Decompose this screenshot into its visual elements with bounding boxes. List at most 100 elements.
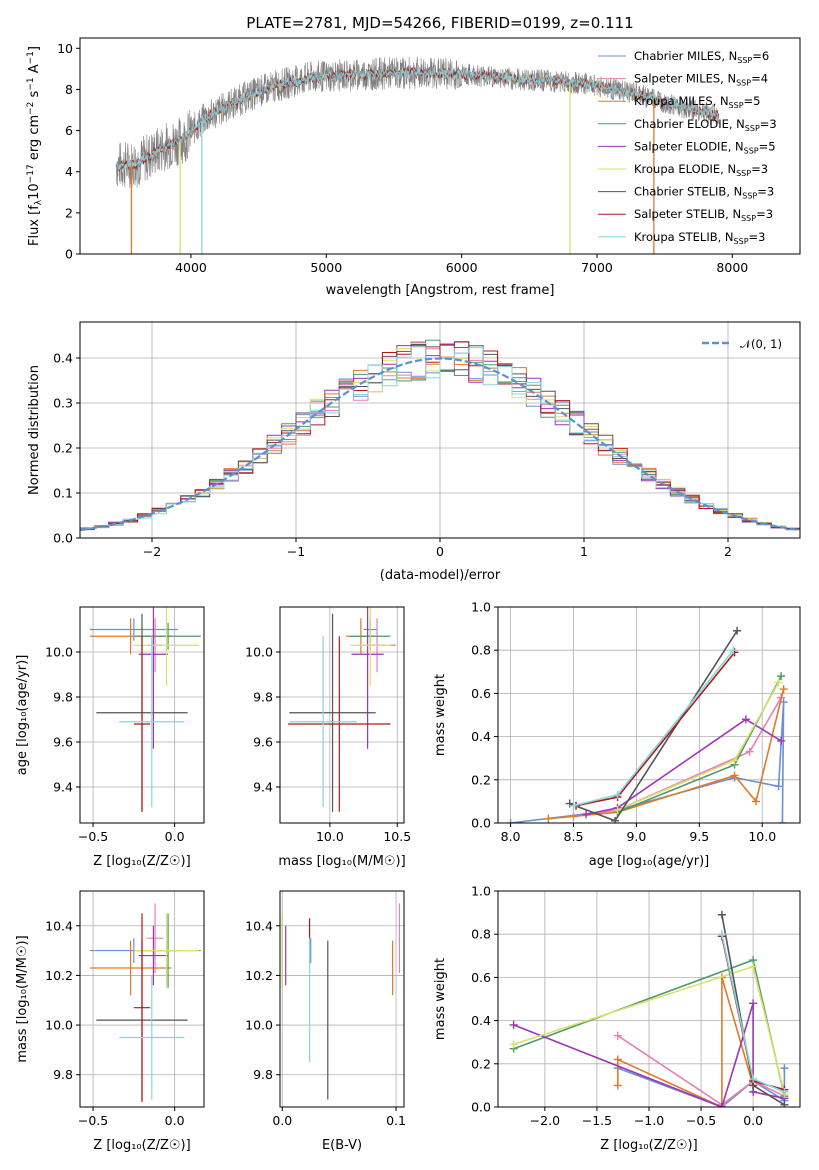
spectrum-ytick-label: 4 bbox=[65, 164, 73, 179]
mw-age-marker-kroupa_miles bbox=[730, 771, 739, 780]
mass-z-ytick-label: 10.2 bbox=[45, 968, 73, 983]
mw-z-ytick-label: 1.0 bbox=[471, 884, 491, 899]
mass-weight-vs-age-panel: 8.0 8.5 9.0 9.5 10.0 0.0 0.2 0.4 0.6 0.8 1.0 age [l… bbox=[433, 600, 801, 869]
spectrum-xlabel: wavelength [Angstrom, rest frame] bbox=[326, 283, 555, 298]
residual-xlabel: (data-model)/error bbox=[380, 568, 501, 583]
mass-z-xtick-label: 0.0 bbox=[165, 1113, 185, 1128]
spectrum-ytick-label: 8 bbox=[65, 82, 73, 97]
age-mass-ytick-label: 9.6 bbox=[253, 735, 273, 750]
spectrum-xtick-label: 5000 bbox=[310, 260, 342, 275]
mw-age-series-chabrier_stelib bbox=[569, 630, 738, 822]
mw-age-marker-chabrier_stelib bbox=[611, 816, 620, 823]
spectrum-xtick-label: 4000 bbox=[175, 260, 207, 275]
mw-z-marker-salpeter_elodie bbox=[749, 999, 758, 1008]
spectrum-legend: Chabrier MILES, NSSP=6 Salpeter MILES, NS… bbox=[598, 49, 777, 246]
mass-ebv-ytick-label: 9.8 bbox=[253, 1067, 273, 1082]
age-z-ylabel: age [log₁₀(age/yr)] bbox=[15, 655, 30, 776]
mw-z-ytick-label: 0.8 bbox=[471, 927, 491, 942]
mw-age-marker-chabrier_elodie bbox=[777, 672, 786, 681]
mass-weight-vs-metallicity-panel: −2.0 −1.5 −1.0 −0.5 0.0 0.0 0.2 0.4 0.6 0.8 1.0 Z [… bbox=[433, 884, 801, 1153]
residual-axes-frame bbox=[79, 321, 801, 539]
mass-z-axes-frame bbox=[79, 890, 205, 1108]
mw-z-marker-salpeter_miles bbox=[613, 1031, 622, 1040]
spectrum-xtick-label: 8000 bbox=[716, 260, 748, 275]
mw-z-xtick-label: 0.0 bbox=[743, 1113, 763, 1128]
mw-z-marker-kroupa_elodie bbox=[509, 1040, 518, 1049]
mw-age-ytick-label: 0.6 bbox=[471, 686, 491, 701]
age-z-axes-frame bbox=[79, 606, 205, 824]
mw-age-marker-salpeter_elodie bbox=[777, 736, 786, 745]
mw-z-axes-frame bbox=[497, 890, 801, 1108]
residual-ytick-label: 0.1 bbox=[53, 486, 73, 501]
residual-legend: 𝒩(0, 1) bbox=[702, 337, 782, 351]
mw-age-ytick-label: 0.2 bbox=[471, 772, 491, 787]
age-mass-xtick-label: 10.5 bbox=[383, 829, 411, 844]
residual-ylabel: Normed distribution bbox=[27, 365, 42, 495]
spectrum-ytick-label: 10 bbox=[57, 41, 73, 56]
mw-age-xtick-label: 9.5 bbox=[689, 829, 709, 844]
mw-age-ytick-label: 0.0 bbox=[471, 816, 491, 831]
age-z-ytick-label: 10.0 bbox=[45, 645, 73, 660]
mass-z-ytick-label: 10.0 bbox=[45, 1018, 73, 1033]
legend-label-chabrier_stelib: Chabrier STELIB, NSSP=3 bbox=[634, 185, 774, 201]
mw-z-marker-kroupa_elodie bbox=[749, 962, 758, 971]
spectrum-xtick-label: 7000 bbox=[581, 260, 613, 275]
mw-age-marker-kroupa_stelib bbox=[613, 790, 622, 799]
spectrum-ytick-label: 6 bbox=[65, 123, 73, 138]
mw-z-marker-chabrier_miles bbox=[780, 1064, 789, 1073]
legend-label-kroupa_stelib: Kroupa STELIB, NSSP=3 bbox=[634, 230, 765, 246]
mw-z-marker-salpeter_elodie bbox=[509, 1020, 518, 1029]
legend-label-chabrier_elodie: Chabrier ELODIE, NSSP=3 bbox=[634, 117, 777, 133]
mw-age-xtick-label: 8.0 bbox=[501, 829, 521, 844]
age-mass-ytick-label: 9.4 bbox=[253, 780, 273, 795]
mw-z-marker-kroupa_stelib bbox=[780, 1087, 789, 1096]
mw-z-series-salpeter_miles bbox=[617, 1035, 785, 1106]
mw-z-xtick-label: −0.5 bbox=[686, 1113, 716, 1128]
spectrum-xtick-label: 6000 bbox=[446, 260, 478, 275]
legend-label-kroupa_elodie: Kroupa ELODIE, NSSP=3 bbox=[634, 162, 768, 178]
mw-age-marker-salpeter_miles bbox=[745, 747, 754, 756]
mw-z-marker-kroupa_stelib bbox=[717, 930, 726, 939]
mw-age-marker-salpeter_elodie bbox=[741, 715, 750, 724]
mw-age-marker-chabrier_miles bbox=[506, 819, 515, 823]
mw-z-marker-salpeter_elodie bbox=[717, 1103, 726, 1107]
mw-z-series-kroupa_miles bbox=[616, 977, 754, 1107]
legend-label-chabrier_miles: Chabrier MILES, NSSP=6 bbox=[634, 49, 769, 65]
residual-xtick-label: −2 bbox=[143, 544, 161, 559]
legend-label-kroupa_miles: Kroupa MILES, NSSP=5 bbox=[634, 94, 760, 110]
mw-age-axes-frame bbox=[497, 606, 801, 824]
mw-age-series-chabrier_miles bbox=[510, 701, 785, 823]
residual-hist-salpeter_stelib bbox=[80, 341, 800, 530]
age-mass-axes-frame bbox=[279, 606, 405, 824]
mass-z-ylabel: mass [log₁₀(M/M☉)] bbox=[15, 935, 30, 1062]
mw-age-marker-kroupa_stelib bbox=[569, 801, 578, 810]
age-mass-xtick-label: 10.0 bbox=[316, 829, 344, 844]
age-z-xtick-label: 0.0 bbox=[165, 829, 185, 844]
age-z-xlabel: Z [log₁₀(Z/Z☉)] bbox=[93, 854, 190, 869]
mw-age-marker-kroupa_elodie bbox=[730, 756, 739, 765]
spectrum-title: PLATE=2781, MJD=54266, FIBERID=0199, z=0… bbox=[246, 14, 633, 32]
mw-age-ytick-label: 0.8 bbox=[471, 643, 491, 658]
mw-age-xtick-label: 10.0 bbox=[748, 829, 776, 844]
mw-age-marker-salpeter_elodie bbox=[582, 810, 591, 819]
mw-age-marker-chabrier_miles bbox=[774, 782, 783, 791]
residual-ytick-label: 0.0 bbox=[53, 531, 73, 546]
mass-ebv-ytick-label: 10.0 bbox=[245, 1018, 273, 1033]
mass-ebv-xlabel: E(B-V) bbox=[322, 1138, 362, 1153]
residual-xtick-label: −1 bbox=[287, 544, 305, 559]
mw-z-ytick-label: 0.6 bbox=[471, 970, 491, 985]
mass-ebv-ytick-label: 10.2 bbox=[245, 968, 273, 983]
mw-age-marker-kroupa_miles bbox=[544, 814, 553, 823]
mw-age-marker-kroupa_elodie bbox=[774, 678, 783, 687]
mw-age-xtick-label: 9.0 bbox=[626, 829, 646, 844]
mw-z-marker-kroupa_miles bbox=[613, 1081, 622, 1090]
mass-z-xlabel: Z [log₁₀(Z/Z☉)] bbox=[93, 1138, 190, 1153]
model-spectrum-kroupa_stelib bbox=[116, 67, 720, 170]
age-vs-metallicity-panel: −0.5 0.0 9.4 9.6 9.8 10.0 Z [log₁₀(Z/Z☉)] age [… bbox=[15, 606, 205, 869]
mw-age-marker-chabrier_stelib bbox=[733, 626, 742, 635]
mw-age-xtick-label: 8.5 bbox=[564, 829, 584, 844]
mw-z-xtick-label: −1.5 bbox=[582, 1113, 612, 1128]
age-mass-xlabel: mass [log₁₀(M/M☉)] bbox=[278, 854, 405, 869]
residual-xtick-label: 2 bbox=[724, 544, 732, 559]
